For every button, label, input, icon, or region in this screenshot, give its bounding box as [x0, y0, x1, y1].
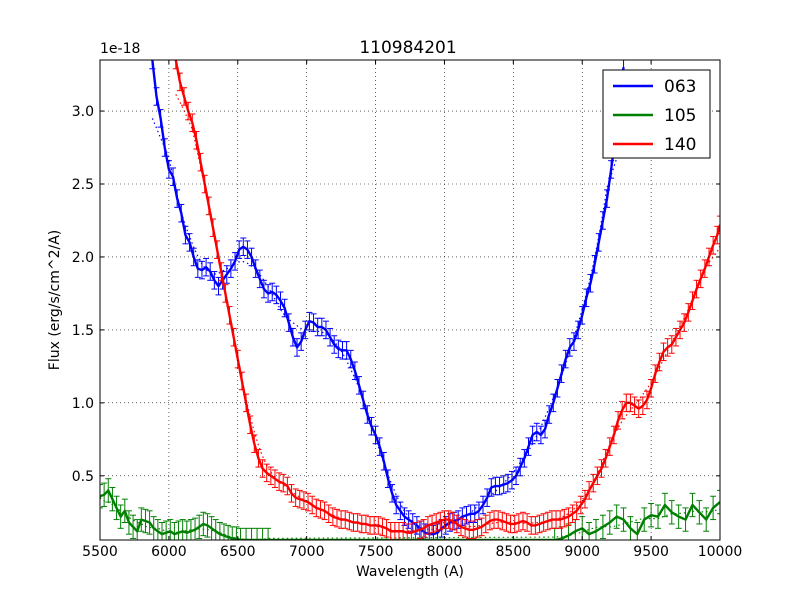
series-063	[149, 60, 627, 540]
x-tick-label: 8000	[427, 544, 463, 560]
legend-label: 105	[664, 106, 696, 126]
series-105-line	[100, 489, 720, 540]
y-axis-label: Flux (erg/s/cm^2/A)	[47, 230, 63, 370]
y-tick-label: 1.5	[72, 323, 94, 339]
x-tick-label: 7500	[358, 544, 394, 560]
series-group	[100, 60, 720, 540]
x-tick-label: 9500	[633, 544, 669, 560]
y-tick-label: 3.0	[72, 104, 94, 120]
legend: 063 105 140	[602, 69, 711, 159]
series-140-line	[174, 60, 720, 534]
y-tick-label: 2.0	[72, 250, 94, 266]
x-tick-label: 6500	[220, 544, 256, 560]
legend-label: 063	[664, 77, 696, 97]
x-tick-label: 6000	[151, 544, 187, 560]
x-tick-label: 7000	[289, 544, 325, 560]
chart-title: 110984201	[359, 38, 456, 58]
y-tick-label: 0.5	[72, 469, 94, 485]
series-063-line	[151, 60, 625, 536]
series-140	[172, 60, 720, 540]
series-105	[100, 478, 720, 540]
x-tick-label: 5500	[82, 544, 118, 560]
legend-label: 140	[664, 135, 696, 155]
offset-text: 1e-18	[100, 41, 140, 57]
x-tick-label: 10000	[698, 544, 743, 560]
x-tick-label: 8500	[496, 544, 532, 560]
plot-area	[99, 59, 721, 541]
y-tick-label: 1.0	[72, 396, 94, 412]
x-axis: 5500 6000 6500 7000 7500 8000 8500 9000 9500 1000…	[82, 60, 742, 560]
x-tick-label: 9000	[564, 544, 600, 560]
y-tick-label: 2.5	[72, 177, 94, 193]
x-axis-label: Wavelength (A)	[356, 564, 464, 580]
